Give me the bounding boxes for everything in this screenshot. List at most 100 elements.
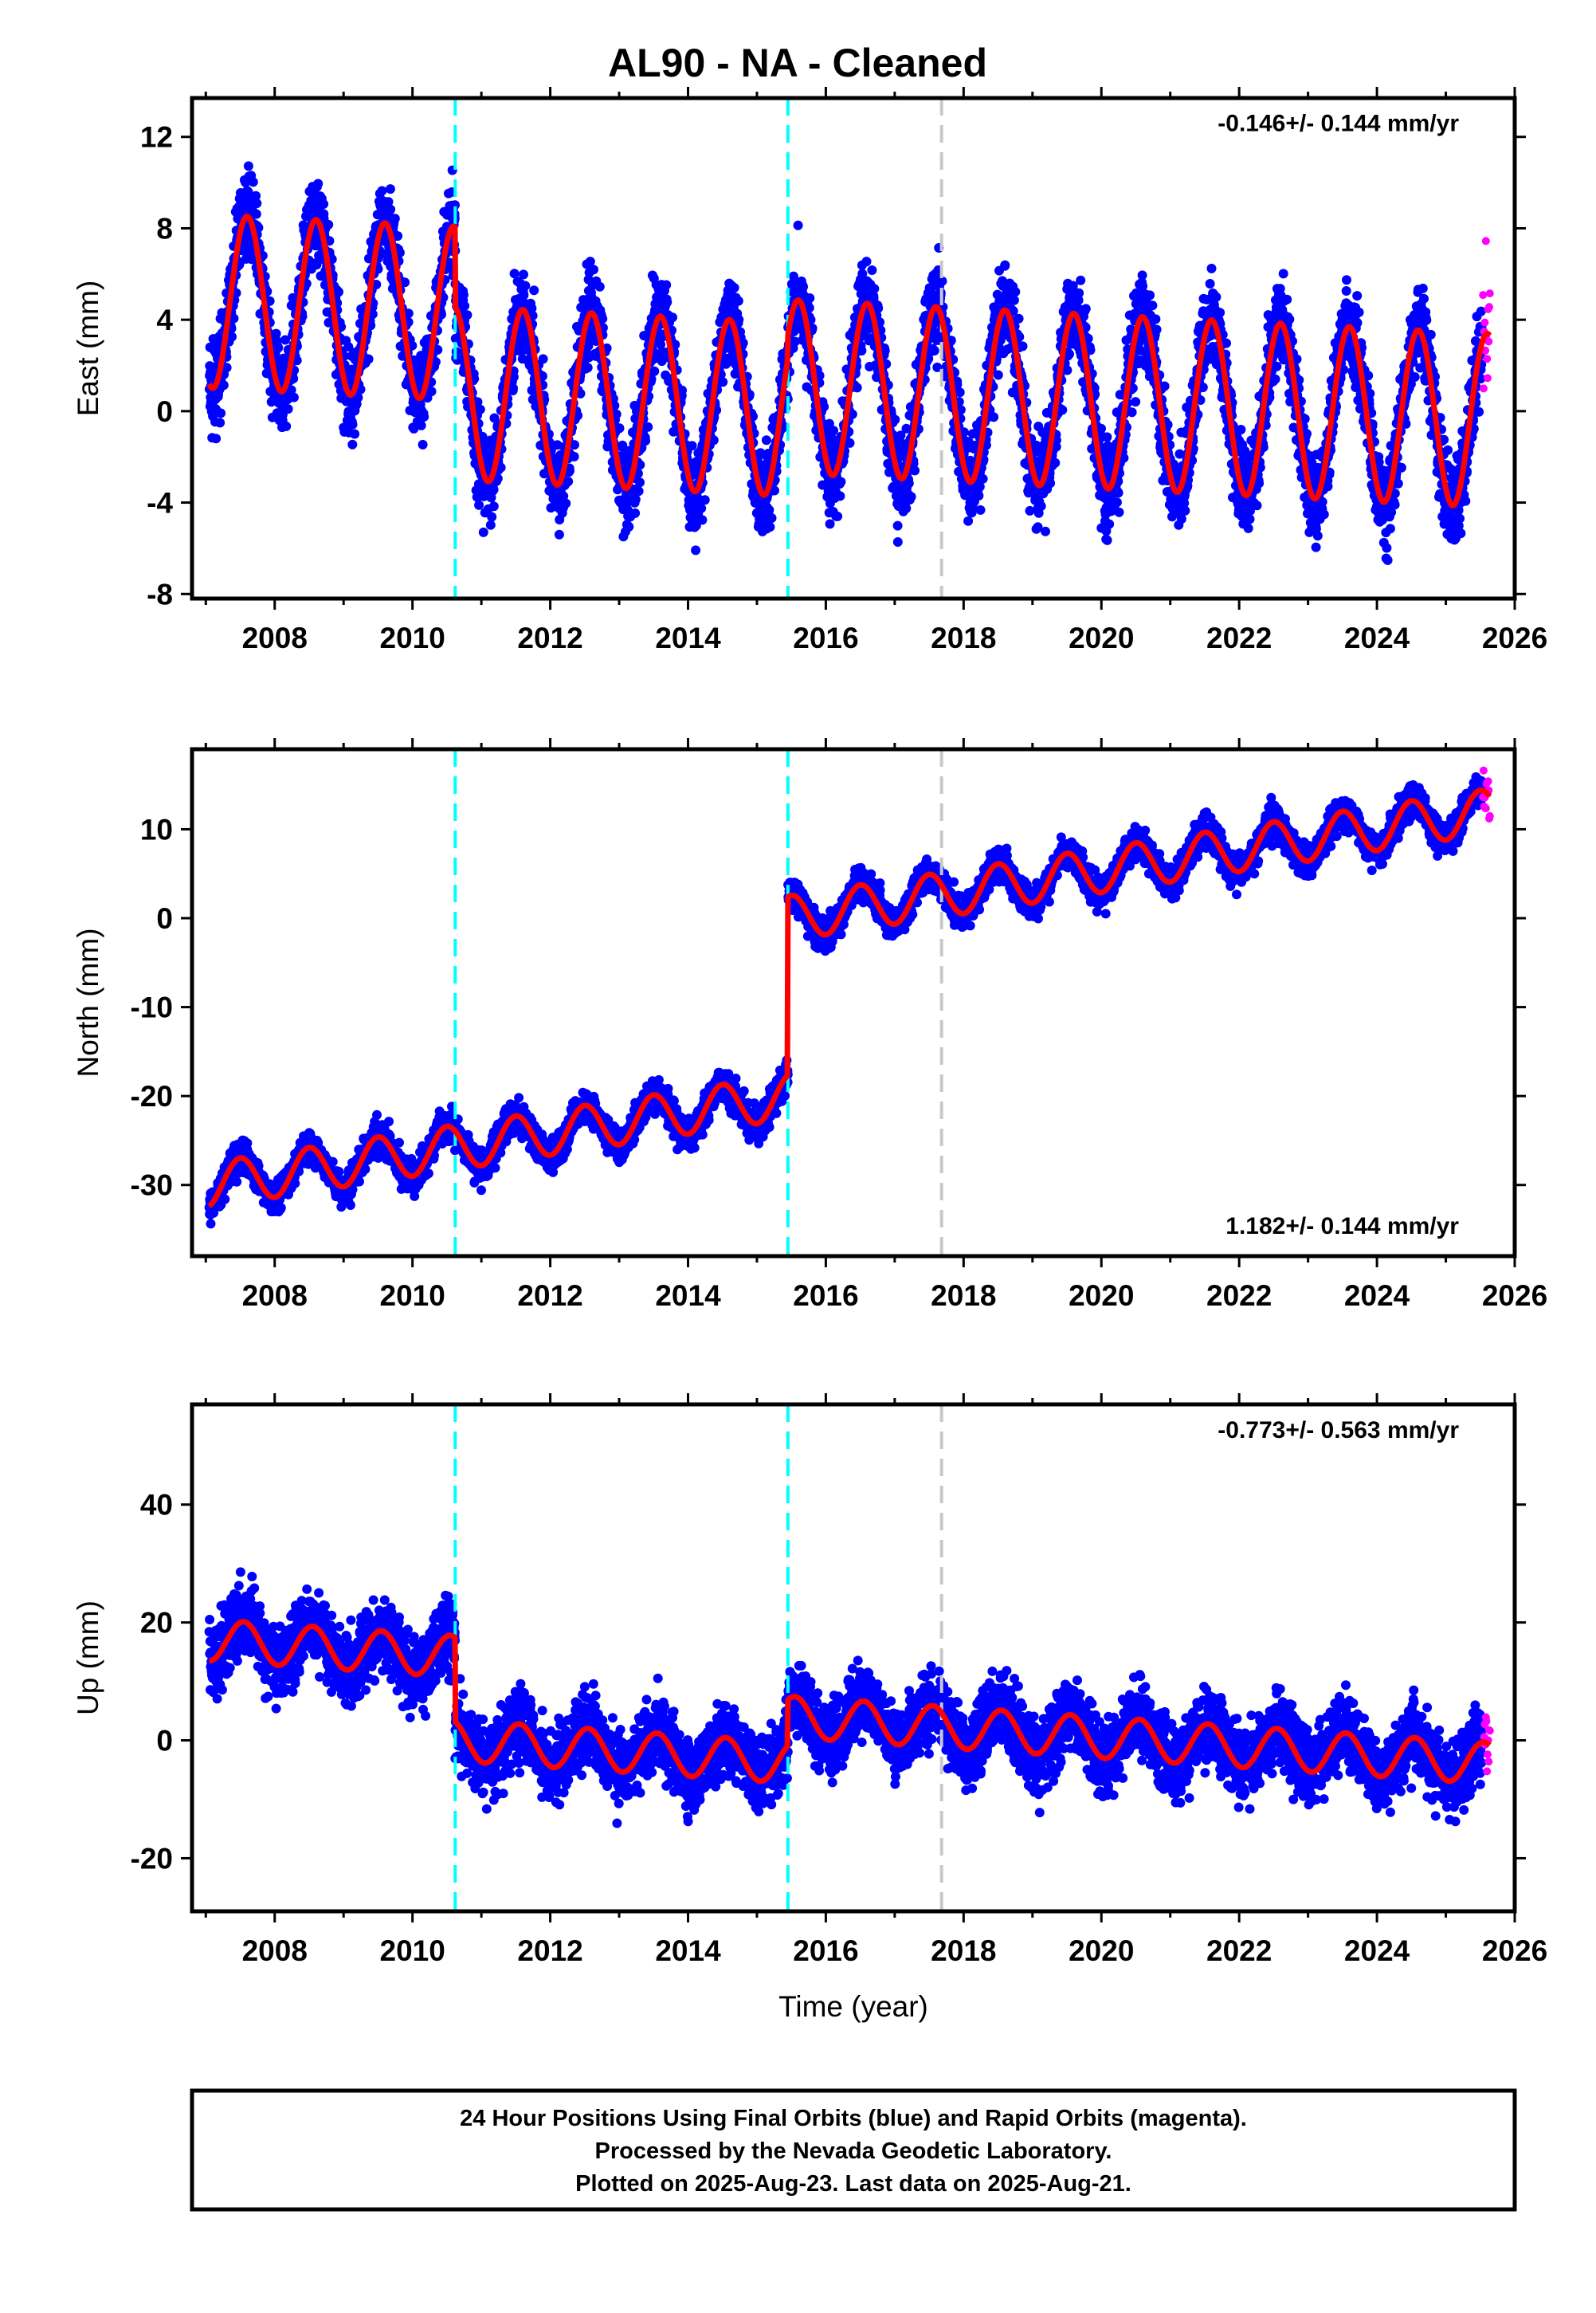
data-point — [582, 363, 593, 373]
data-point — [1159, 381, 1170, 391]
data-point — [347, 419, 358, 430]
data-point — [1000, 260, 1010, 270]
chart-title: AL90 - NA - Cleaned — [608, 41, 987, 85]
data-point — [508, 383, 518, 393]
data-point — [350, 429, 360, 439]
data-point — [265, 296, 275, 306]
data-point — [390, 214, 400, 224]
data-point — [661, 280, 672, 290]
data-point — [869, 284, 880, 294]
data-point — [594, 281, 605, 292]
data-point — [906, 492, 916, 502]
data-point — [458, 290, 469, 300]
data-point — [691, 545, 701, 556]
data-point — [419, 411, 429, 422]
data-point — [334, 287, 343, 297]
data-point — [520, 281, 531, 291]
data-point — [687, 441, 697, 451]
data-point — [271, 328, 281, 339]
data-point — [418, 439, 428, 450]
data-point — [630, 494, 641, 505]
data-point — [805, 293, 815, 303]
data-point — [377, 186, 387, 196]
data-point — [700, 495, 710, 505]
data-point — [280, 335, 290, 345]
data-point — [1211, 292, 1222, 302]
data-point — [394, 248, 405, 257]
data-point — [554, 529, 564, 540]
data-point — [281, 421, 292, 431]
data-point — [1057, 405, 1068, 415]
data-point — [386, 204, 396, 214]
data-point — [347, 439, 358, 450]
data-point — [696, 503, 707, 513]
data-point — [1205, 279, 1215, 289]
data-point — [222, 363, 232, 373]
data-point — [400, 277, 410, 288]
data-point — [292, 355, 302, 366]
data-point — [852, 383, 862, 393]
data-point — [836, 477, 846, 487]
data-point — [1010, 287, 1021, 297]
data-point — [283, 404, 293, 414]
data-point — [861, 257, 872, 267]
data-point — [767, 513, 777, 523]
data-point — [474, 500, 484, 510]
data-point — [248, 177, 258, 187]
data-point — [910, 465, 920, 476]
data-point — [1127, 407, 1137, 418]
data-point — [403, 308, 414, 319]
data-point — [978, 473, 988, 484]
data-point — [829, 426, 839, 436]
data-point — [904, 478, 914, 489]
data-point — [1176, 514, 1186, 524]
data-point — [478, 527, 488, 537]
data-point — [798, 281, 808, 292]
data-point — [1102, 535, 1112, 545]
data-point — [355, 384, 366, 395]
data-point — [273, 343, 284, 353]
data-point — [385, 184, 395, 194]
data-point — [216, 408, 226, 418]
data-point — [485, 520, 496, 530]
data-point — [989, 412, 999, 422]
data-point — [974, 490, 984, 501]
data-point — [229, 313, 239, 324]
data-point — [1018, 341, 1028, 351]
data-point — [450, 200, 460, 210]
data-point — [1145, 290, 1155, 300]
data-point — [718, 377, 728, 387]
data-point — [764, 505, 774, 515]
data-point — [1096, 423, 1106, 434]
data-point — [1151, 314, 1161, 324]
data-point — [1215, 308, 1225, 318]
data-point — [288, 392, 299, 403]
data-point — [641, 436, 651, 446]
data-point — [975, 505, 986, 515]
data-point — [873, 303, 884, 313]
data-point — [993, 370, 1003, 380]
data-point — [1137, 270, 1147, 281]
data-point — [252, 198, 262, 209]
data-point — [1131, 397, 1141, 407]
data-point — [649, 366, 660, 376]
data-point — [243, 161, 253, 171]
data-point — [473, 397, 483, 407]
data-point — [529, 285, 539, 296]
data-point — [324, 219, 334, 230]
data-point — [319, 199, 329, 209]
east-panel: 2008 2010 2012 2014 2016 2018 2020 2022 2024 2026… — [72, 87, 1547, 654]
data-point — [367, 309, 378, 320]
data-point — [963, 516, 974, 526]
data-point — [1014, 313, 1024, 324]
data-point — [1076, 275, 1086, 285]
data-point — [614, 423, 625, 434]
data-point — [1050, 457, 1061, 468]
data-point — [1025, 505, 1035, 516]
data-point — [1147, 300, 1158, 311]
data-point — [519, 290, 529, 300]
data-point — [589, 265, 598, 275]
data-point — [825, 519, 835, 529]
data-point — [462, 310, 473, 320]
data-point — [416, 420, 426, 430]
